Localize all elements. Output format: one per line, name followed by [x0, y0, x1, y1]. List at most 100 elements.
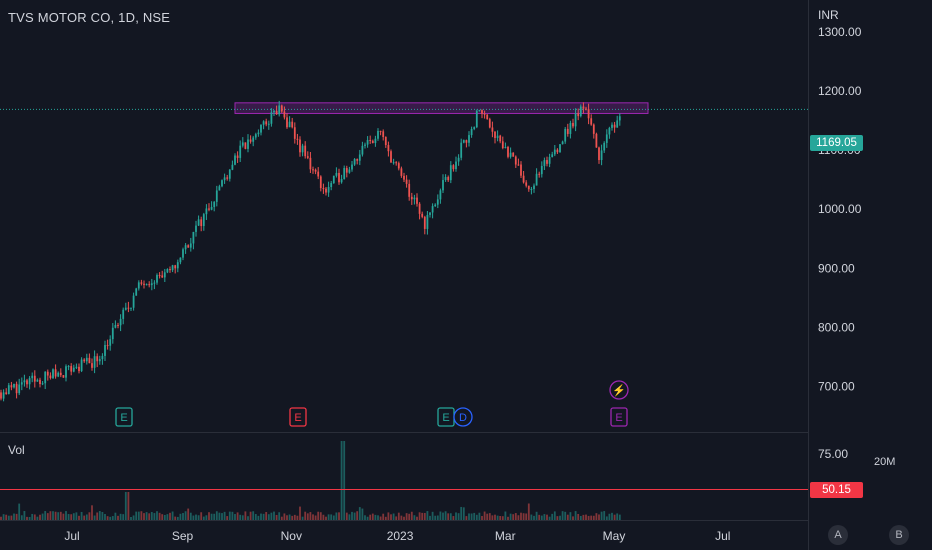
volume-bar — [171, 511, 174, 520]
candle-body — [150, 283, 153, 286]
candle-body — [189, 243, 192, 248]
candle-body — [512, 152, 515, 157]
volume-bar — [109, 516, 112, 520]
candle-body — [449, 165, 452, 181]
volume-bar — [200, 512, 203, 520]
candle-body — [215, 190, 218, 202]
candle-body — [551, 154, 554, 158]
volume-bar — [338, 512, 340, 520]
volume-bar — [145, 512, 148, 520]
candle-body — [122, 309, 125, 319]
candle-body — [106, 345, 109, 347]
candle-body — [101, 355, 104, 360]
candle-body — [556, 149, 559, 153]
volume-bar — [299, 506, 301, 520]
candle-body — [197, 219, 200, 226]
candle-body — [10, 385, 13, 388]
candle-body — [351, 164, 353, 170]
volume-bar — [382, 513, 385, 520]
candle-body — [470, 128, 473, 136]
candle-body — [267, 123, 270, 125]
candle-body — [67, 366, 70, 368]
candle-body — [114, 324, 117, 328]
candle-body — [403, 175, 405, 180]
volume-bar — [603, 511, 606, 520]
candle-body — [447, 177, 450, 181]
candle-body — [72, 367, 75, 372]
volume-bar — [400, 515, 403, 520]
candle-body — [608, 127, 611, 135]
volume-bar — [46, 513, 49, 520]
candle-body — [23, 380, 26, 383]
volume-bar — [18, 503, 21, 520]
candle-body — [416, 197, 418, 204]
volume-bar — [260, 513, 262, 520]
earnings-event-icon[interactable] — [289, 407, 307, 427]
candle-body — [111, 327, 114, 340]
volume-bar — [195, 514, 197, 520]
volume-bar — [197, 515, 200, 520]
candle-body — [39, 379, 41, 385]
volume-bar — [379, 516, 382, 520]
candle-body — [605, 134, 608, 143]
candle-body — [213, 201, 216, 207]
volume-bar — [595, 513, 598, 520]
volume-bar — [156, 511, 158, 520]
candle-body — [371, 140, 374, 144]
candle-body — [436, 199, 439, 205]
volume-bar — [449, 513, 452, 520]
candle-body — [457, 157, 460, 162]
lightning-event-icon[interactable] — [609, 380, 629, 400]
candle-body — [421, 213, 424, 217]
event-label: E — [294, 412, 301, 424]
volume-bar — [572, 516, 574, 520]
candle-body — [7, 385, 10, 394]
event-label: ⚡ — [612, 384, 626, 397]
earnings-event-icon[interactable] — [115, 407, 133, 427]
candle-body — [0, 392, 2, 399]
volume-bar — [527, 503, 530, 520]
volume-bar — [291, 515, 294, 520]
candle-body — [83, 359, 86, 362]
volume-bar — [384, 516, 387, 520]
volume-bar — [44, 511, 47, 520]
candle-body — [530, 189, 533, 191]
volume-bar — [96, 512, 99, 520]
log-scale-button[interactable]: B — [889, 525, 909, 545]
candle-body — [366, 139, 369, 145]
candle-body — [364, 144, 366, 146]
volume-bar — [111, 516, 114, 520]
volume-bar — [317, 511, 320, 520]
volume-bar — [213, 513, 216, 520]
candle-body — [475, 110, 478, 128]
candle-body — [299, 139, 301, 153]
volume-bar — [395, 516, 398, 520]
volume-bar — [241, 515, 244, 520]
candle-body — [374, 138, 377, 144]
candle-body — [486, 114, 489, 120]
auto-scale-button[interactable]: A — [828, 525, 848, 545]
candle-body — [210, 206, 213, 210]
candle-body — [330, 183, 333, 187]
symbol-title[interactable]: TVS MOTOR CO, 1D, NSE — [8, 10, 171, 25]
time-tick-label: 2023 — [387, 529, 414, 543]
volume-bar — [135, 511, 138, 520]
volume-bar — [585, 514, 587, 520]
dividend-event-icon[interactable] — [453, 407, 473, 427]
candle-body — [613, 124, 616, 128]
candle-body — [288, 121, 291, 128]
candle-body — [423, 216, 426, 229]
price-tick-label: 1000.00 — [818, 202, 862, 216]
candle-body — [28, 378, 31, 385]
earnings-event-icon[interactable] — [610, 407, 628, 427]
volume-bar — [590, 515, 593, 520]
volume-scale-label: 20M — [874, 456, 896, 468]
candle-body — [62, 375, 65, 378]
candle-body — [257, 132, 260, 135]
candle-body — [520, 164, 522, 176]
candle-body — [358, 154, 361, 161]
candle-body — [473, 127, 476, 129]
volume-bar — [202, 516, 205, 520]
volume-label[interactable]: Vol — [8, 443, 25, 457]
